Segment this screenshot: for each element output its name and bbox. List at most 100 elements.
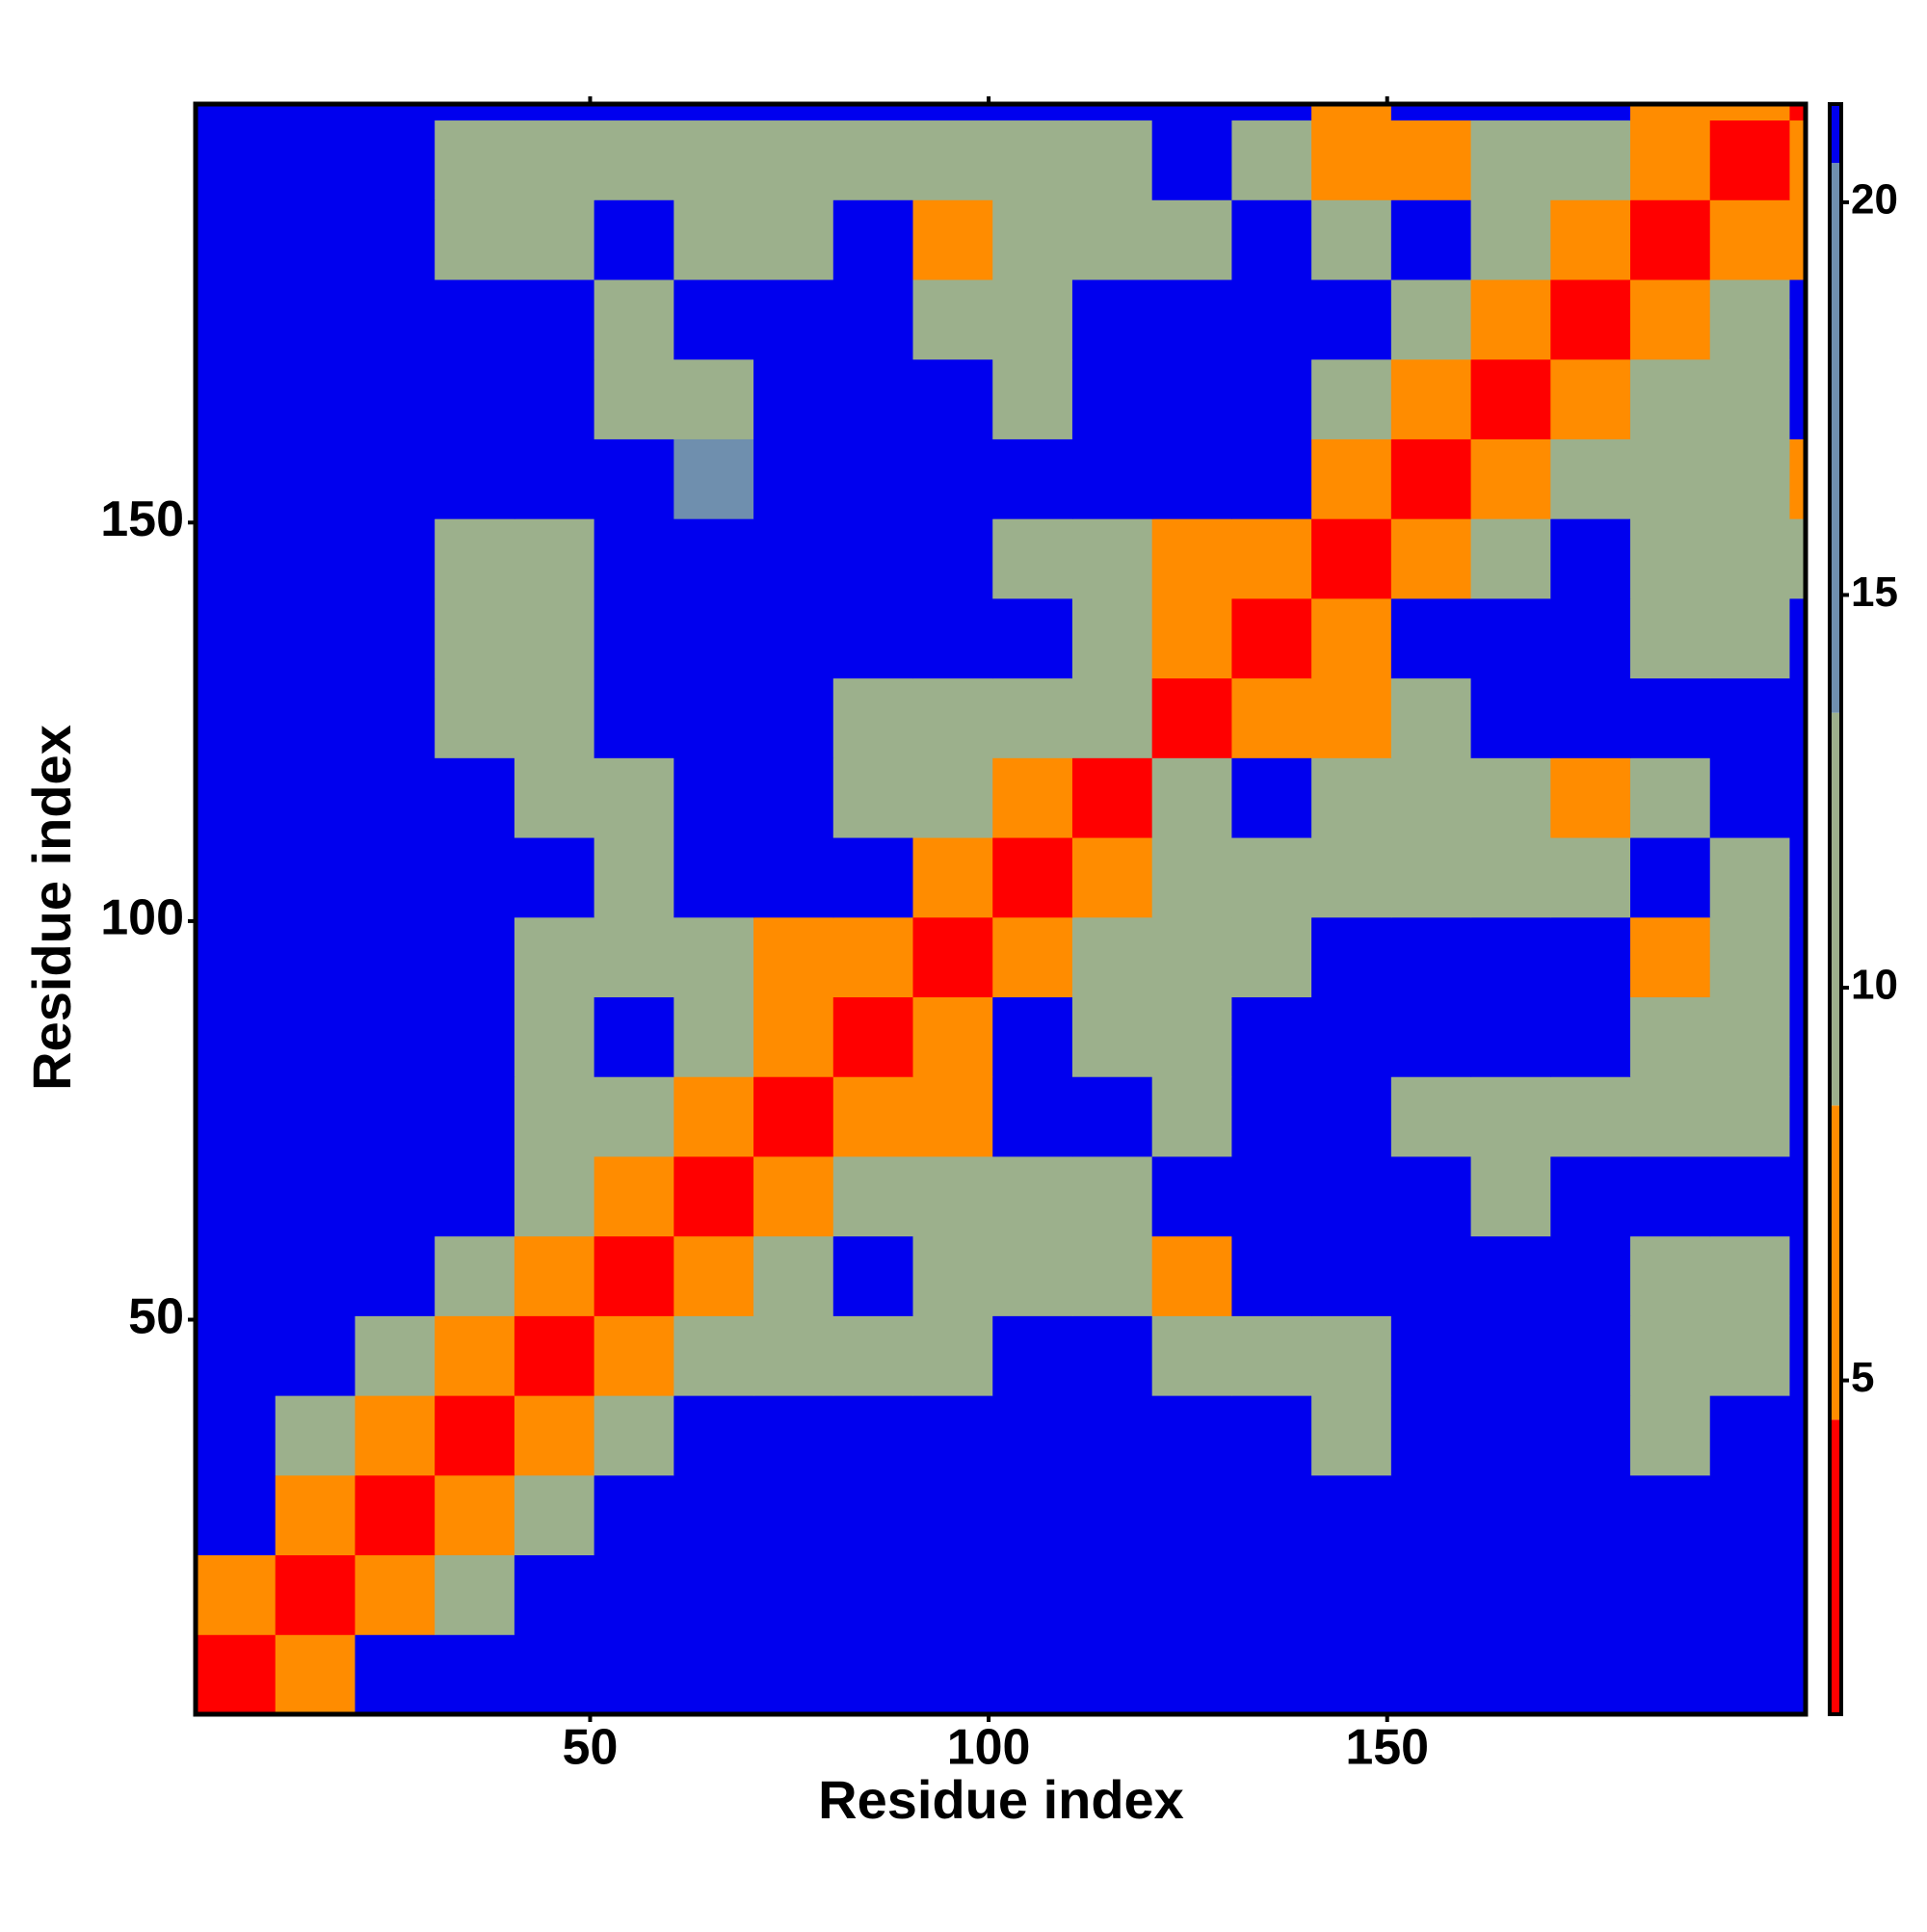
heat-cell [1789,1634,1807,1715]
heat-cell [435,199,515,280]
heat-cell [1630,1315,1711,1396]
heat-cell [1550,1395,1631,1476]
heat-cell [514,104,595,121]
heat-cell [435,916,515,997]
heat-cell [912,358,993,439]
heat-cell [673,438,754,519]
heat-cell [355,518,436,599]
heat-cell [1789,837,1807,918]
heat-cell [832,1395,914,1476]
heat-cell [992,837,1073,918]
heat-cell [1231,1235,1312,1316]
heat-cell [275,996,356,1077]
heat-cell [992,677,1073,758]
heat-cell [594,358,674,439]
heat-cell [1550,1634,1631,1715]
heat-cell [594,597,674,679]
heat-cell [1311,278,1392,360]
heat-cell [673,1634,754,1715]
heat-cell [992,916,1073,997]
heat-cell [1071,1076,1153,1157]
heat-cell [1550,199,1631,280]
heat-cell [1151,757,1232,838]
heat-cell [673,916,754,997]
heat-cell [753,1315,834,1396]
heat-cell [196,518,277,599]
heat-cell [1151,1474,1232,1556]
heat-cell [1071,518,1153,599]
heat-cell [355,996,436,1077]
heat-cell [912,916,993,997]
heat-cell [753,757,834,838]
heat-cell [753,1634,834,1715]
heat-cell [1550,757,1631,838]
heat-cell [1630,597,1711,679]
heat-cell [514,1076,595,1157]
heat-cell [673,518,754,599]
heat-cell [514,518,595,599]
heat-cell [435,837,515,918]
heat-cell [196,104,277,121]
heat-cell [673,1076,754,1157]
heat-cell [912,1235,993,1316]
heat-cell [1630,518,1711,599]
heat-cell [435,1554,515,1635]
heat-cell [1151,438,1232,519]
heat-cell [275,358,356,439]
heat-cell [435,996,515,1077]
heat-cell [1709,916,1790,997]
heat-cell [1630,1474,1711,1556]
heat-cell [1789,1076,1807,1157]
heat-cell [673,278,754,360]
heat-cell [912,1076,993,1157]
heat-cell [1231,916,1312,997]
heat-cell [196,1076,277,1157]
heat-cell [1550,1315,1631,1396]
heat-cell [275,1076,356,1157]
heat-cell [1630,677,1711,758]
heat-cell [1231,1474,1312,1556]
heat-cell [753,1235,834,1316]
heat-cell [673,104,754,121]
heat-cell [912,438,993,519]
heat-cell [1789,438,1807,519]
heat-cell [753,119,834,200]
heat-cell [1630,199,1711,280]
heat-cell [435,597,515,679]
heat-cell [912,677,993,758]
heat-cell [1390,757,1472,838]
heat-cell [1311,104,1392,121]
heat-cell [1789,597,1807,679]
heat-cell [1470,1395,1551,1476]
heat-cell [1151,597,1232,679]
heat-cell [196,597,277,679]
heat-cell [673,358,754,439]
heat-cell [753,996,834,1077]
heat-cell [594,199,674,280]
heat-cell [1709,1155,1790,1237]
heat-cell [912,1474,993,1556]
heat-cell [1789,1554,1807,1635]
heat-cell [992,757,1073,838]
heat-cell [673,996,754,1077]
heat-cell [1709,104,1790,121]
heat-cell [514,996,595,1077]
colorbar-tick-label: 20 [1851,176,1898,224]
heat-cell [355,1315,436,1396]
x-tick-label: 150 [1345,1720,1429,1776]
heat-cell [1071,278,1153,360]
heat-cell [1470,757,1551,838]
heat-cell [435,677,515,758]
heat-cell [753,199,834,280]
colorbar-tick-label: 15 [1851,569,1898,616]
heat-cell [196,837,277,918]
heat-cell [1390,996,1472,1077]
heat-cell [912,996,993,1077]
heat-cell [1630,1155,1711,1237]
heat-cell [1071,996,1153,1077]
heat-cell [514,1155,595,1237]
heat-cell [1630,1076,1711,1157]
heat-cell [1390,119,1472,200]
heat-cell [196,1554,277,1635]
heat-cell [1709,996,1790,1077]
